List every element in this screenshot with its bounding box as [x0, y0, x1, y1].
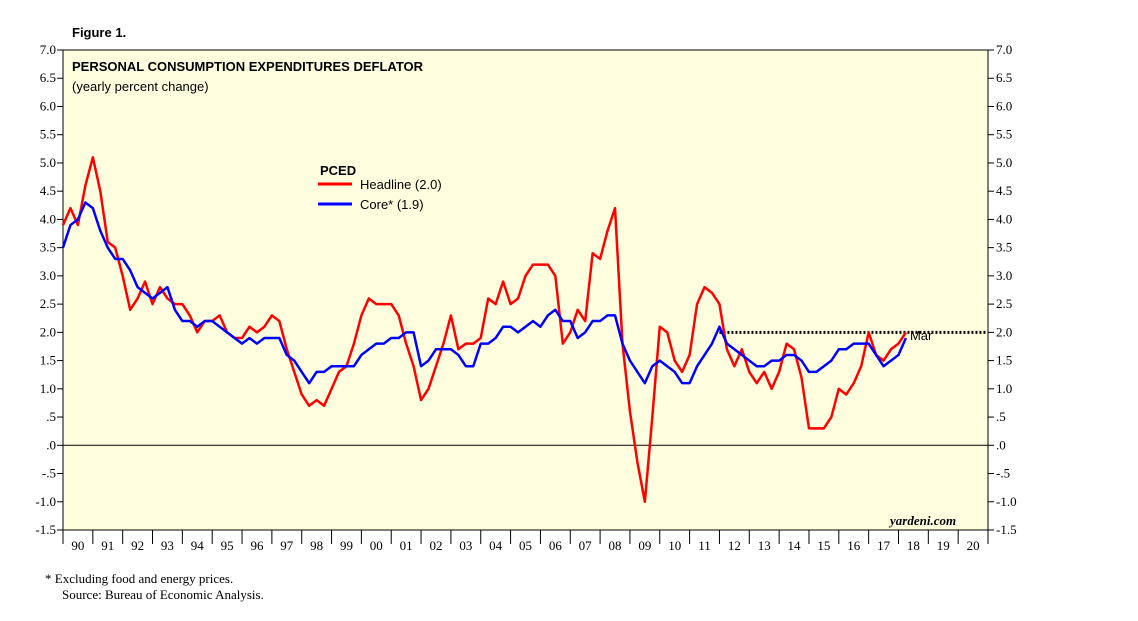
y2-tick-label: -.5	[996, 466, 1010, 481]
watermark: yardeni.com	[888, 513, 956, 528]
y2-tick-label: 7.0	[996, 42, 1012, 57]
x-tick-label: 04	[489, 538, 503, 553]
x-tick-label: 10	[668, 538, 681, 553]
y-tick-label: -.5	[42, 466, 56, 481]
y2-tick-label: 6.5	[996, 70, 1012, 85]
y2-tick-label: 5.5	[996, 127, 1012, 142]
y-tick-label: 4.5	[40, 183, 56, 198]
chart-subtitle: (yearly percent change)	[72, 79, 209, 94]
x-tick-label: 16	[847, 538, 861, 553]
y2-tick-label: 3.5	[996, 240, 1012, 255]
y2-tick-label: -1.0	[996, 494, 1017, 509]
y-tick-label: 4.0	[40, 211, 56, 226]
x-tick-label: 98	[310, 538, 323, 553]
legend-title: PCED	[320, 163, 356, 178]
x-tick-label: 03	[459, 538, 472, 553]
y2-tick-label: 4.0	[996, 211, 1012, 226]
y2-tick-label: 4.5	[996, 183, 1012, 198]
figure-label: Figure 1.	[72, 25, 126, 40]
y-tick-label: 2.0	[40, 324, 56, 339]
x-tick-label: 01	[400, 538, 413, 553]
y-tick-label: .5	[46, 409, 56, 424]
y-tick-label: 7.0	[40, 42, 56, 57]
x-tick-label: 90	[71, 538, 84, 553]
x-tick-label: 19	[937, 538, 950, 553]
x-tick-label: 14	[788, 538, 802, 553]
annotation: Mar	[910, 328, 933, 343]
x-tick-label: 02	[429, 538, 442, 553]
x-tick-label: 12	[728, 538, 741, 553]
x-tick-label: 17	[877, 538, 891, 553]
footnote: * Excluding food and energy prices.	[45, 571, 233, 586]
legend-label: Core* (1.9)	[360, 197, 424, 212]
x-tick-label: 13	[758, 538, 771, 553]
chart-title: PERSONAL CONSUMPTION EXPENDITURES DEFLAT…	[72, 59, 424, 74]
y2-tick-label: 1.0	[996, 381, 1012, 396]
x-tick-label: 91	[101, 538, 114, 553]
y-tick-label: 2.5	[40, 296, 56, 311]
y-tick-label: 5.5	[40, 127, 56, 142]
x-tick-label: 94	[191, 538, 205, 553]
y-tick-label: 6.5	[40, 70, 56, 85]
x-tick-label: 95	[221, 538, 234, 553]
y-tick-label: 1.0	[40, 381, 56, 396]
x-tick-label: 06	[549, 538, 563, 553]
x-tick-label: 07	[579, 538, 593, 553]
series-line	[61, 201, 908, 385]
y2-tick-label: 3.0	[996, 268, 1012, 283]
x-tick-label: 00	[370, 538, 383, 553]
y-tick-label: -1.0	[35, 494, 56, 509]
y-tick-label: -1.5	[35, 522, 56, 537]
y-tick-label: 5.0	[40, 155, 56, 170]
y2-tick-label: .0	[996, 437, 1006, 452]
x-tick-label: 09	[638, 538, 651, 553]
x-tick-label: 97	[280, 538, 294, 553]
y2-tick-label: 1.5	[996, 353, 1012, 368]
source: Source: Bureau of Economic Analysis.	[62, 587, 264, 602]
x-tick-label: 99	[340, 538, 353, 553]
y-tick-label: 3.5	[40, 240, 56, 255]
x-tick-label: 08	[609, 538, 622, 553]
y2-tick-label: -1.5	[996, 522, 1017, 537]
x-tick-label: 18	[907, 538, 920, 553]
x-tick-label: 92	[131, 538, 144, 553]
y2-tick-label: 6.0	[996, 98, 1012, 113]
y-tick-label: 6.0	[40, 98, 56, 113]
x-tick-label: 93	[161, 538, 174, 553]
y-tick-label: 1.5	[40, 353, 56, 368]
x-tick-label: 96	[250, 538, 264, 553]
y2-tick-label: 2.0	[996, 324, 1012, 339]
y2-tick-label: .5	[996, 409, 1006, 424]
x-tick-label: 05	[519, 538, 532, 553]
y2-tick-label: 5.0	[996, 155, 1012, 170]
x-tick-label: 11	[698, 538, 711, 553]
legend-label: Headline (2.0)	[360, 177, 442, 192]
x-tick-label: 15	[817, 538, 830, 553]
x-tick-label: 20	[967, 538, 980, 553]
y-tick-label: .0	[46, 437, 56, 452]
plot-area	[62, 49, 989, 531]
y2-tick-label: 2.5	[996, 296, 1012, 311]
y-tick-label: 3.0	[40, 268, 56, 283]
